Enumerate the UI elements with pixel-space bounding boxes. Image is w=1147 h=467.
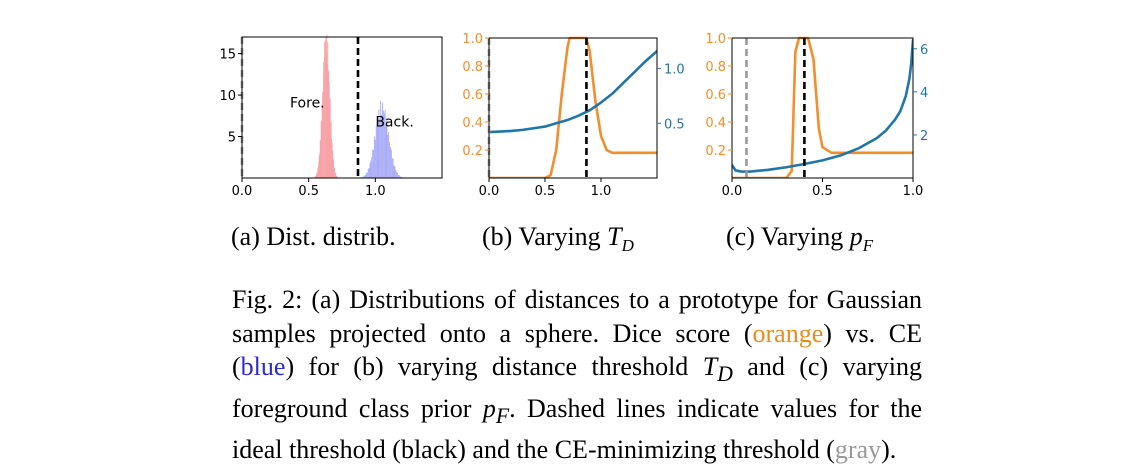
- histogram-bar: [374, 136, 375, 178]
- caption-symbol-t: T: [703, 352, 717, 381]
- histogram-bar: [372, 149, 373, 178]
- histogram-bar: [369, 168, 370, 178]
- x-tick-label: 0.0: [479, 184, 500, 199]
- y-tick-label: 0.4: [462, 116, 483, 131]
- histogram-bar: [367, 172, 368, 178]
- right-y-tick-label: 0.5: [664, 117, 685, 132]
- subcaption-c-symbol: p: [850, 222, 863, 251]
- y-tick-label: 0.6: [462, 88, 483, 103]
- x-tick-label: 0.5: [298, 184, 319, 199]
- histogram-bar: [375, 140, 376, 178]
- panel-c: 0.0 0.5 1.0 0.2 0.4 0.6 0.8 1.0 2 4 6: [705, 32, 928, 199]
- histogram-bar: [368, 169, 369, 178]
- panel-a: Fore. Back. 0.0 0.5 1.0 5 10 15: [219, 29, 442, 199]
- panel-b-frame: [489, 38, 657, 178]
- y-tick-label: 5: [228, 131, 236, 146]
- subcaption-c: (c) Varying pF: [726, 222, 873, 256]
- histogram-background: [355, 101, 408, 178]
- subcaption-a: (a) Dist. distrib.: [231, 222, 396, 252]
- y-tick-label: 10: [219, 89, 236, 104]
- subcaption-a-text: (a) Dist. distrib.: [231, 222, 396, 251]
- histogram-bar: [393, 158, 394, 178]
- y-tick-label: 0.8: [462, 60, 483, 75]
- caption-blue-word: blue: [241, 352, 286, 381]
- x-tick-label: 0.5: [812, 184, 833, 199]
- caption-subscript-d: D: [717, 362, 733, 386]
- panel-a-plot: [312, 29, 409, 178]
- x-tick-label: 0.0: [722, 184, 743, 199]
- caption-gray-word: gray: [835, 435, 881, 464]
- y-tick-label: 1.0: [705, 32, 726, 47]
- panel-a-frame: [242, 37, 442, 178]
- annotation-fore: Fore.: [290, 96, 325, 112]
- caption-orange-word: orange: [753, 319, 824, 348]
- histogram-bar: [392, 159, 393, 178]
- y-tick-label: 0.2: [705, 144, 726, 159]
- histogram-bar: [388, 132, 389, 178]
- histogram-bar: [395, 170, 396, 178]
- x-tick-label: 1.0: [903, 184, 924, 199]
- caption-subscript-f: F: [496, 404, 509, 428]
- right-y-tick-label: 1.0: [664, 63, 685, 78]
- subcaption-c-subscript: F: [863, 236, 873, 255]
- annotation-back: Back.: [375, 115, 413, 131]
- histogram-bar: [391, 150, 392, 178]
- histogram-bar: [386, 126, 387, 178]
- histogram-bar: [397, 173, 398, 178]
- ce-curve: [489, 51, 657, 132]
- x-tick-label: 1.0: [591, 184, 612, 199]
- right-y-tick-label: 6: [920, 43, 928, 58]
- subcaption-b-text: (b) Varying: [482, 222, 607, 251]
- histogram-bar: [373, 150, 374, 178]
- histogram-bar: [389, 142, 390, 178]
- y-tick-label: 0.2: [462, 144, 483, 159]
- panel-b-plot: [489, 38, 657, 178]
- caption-text-6: ).: [881, 435, 896, 464]
- panel-c-frame: [732, 38, 913, 178]
- dice-curve: [489, 38, 657, 178]
- histogram-bar: [380, 101, 381, 178]
- panel-c-plot: [732, 38, 913, 178]
- right-y-tick-label: 2: [920, 129, 928, 144]
- histogram-bar: [370, 163, 371, 178]
- x-tick-label: 1.0: [365, 184, 386, 199]
- panel-b: 0.0 0.5 1.0 0.2 0.4 0.6 0.8 1.0 0.5 1.0: [462, 32, 684, 199]
- histogram-bar: [370, 161, 371, 178]
- y-tick-label: 1.0: [462, 32, 483, 47]
- subcaption-c-text: (c) Varying: [726, 222, 850, 251]
- histogram-bar: [371, 157, 372, 178]
- histogram-bar: [366, 173, 367, 178]
- histogram-bar: [390, 147, 391, 178]
- histogram-bar: [394, 166, 395, 178]
- caption-symbol-p: p: [483, 394, 496, 423]
- y-tick-label: 15: [219, 48, 236, 63]
- histogram-bar: [396, 172, 397, 178]
- y-tick-label: 0.6: [705, 88, 726, 103]
- y-tick-label: 0.8: [705, 60, 726, 75]
- caption-label: Fig. 2:: [232, 285, 302, 314]
- dice-curve: [732, 38, 913, 178]
- y-tick-label: 0.4: [705, 116, 726, 131]
- histogram-bar: [376, 126, 377, 178]
- figure-caption: Fig. 2: (a) Distributions of distances t…: [232, 283, 922, 467]
- x-tick-label: 0.5: [535, 184, 556, 199]
- right-y-tick-label: 4: [920, 86, 928, 101]
- subcaption-b-subscript: D: [622, 236, 634, 255]
- subcaption-b-symbol: T: [607, 222, 621, 251]
- histogram-bar: [377, 125, 378, 178]
- subcaption-b: (b) Varying TD: [482, 222, 634, 256]
- caption-text-3: ) for (b) varying distance threshold: [285, 352, 702, 381]
- histogram-bar: [387, 135, 388, 178]
- x-tick-label: 0.0: [232, 184, 253, 199]
- histogram-bar: [394, 166, 395, 178]
